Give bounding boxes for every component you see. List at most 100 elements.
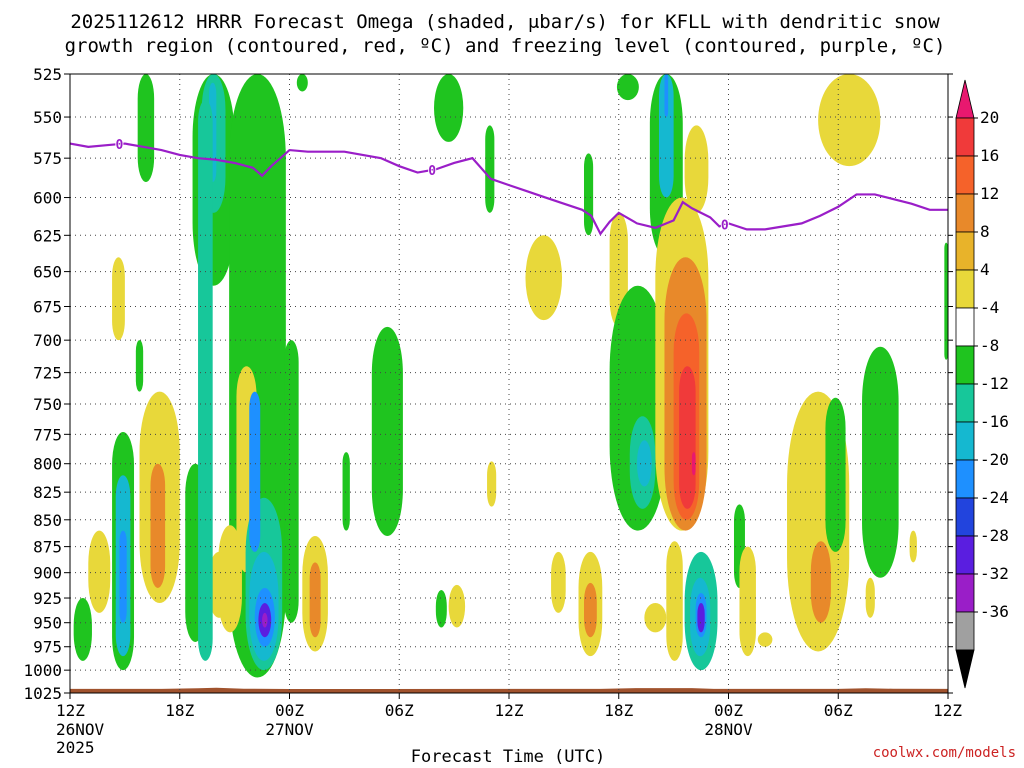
- omega-region-35: [309, 562, 321, 638]
- y-tick-label: 975: [33, 638, 62, 657]
- x-tick-label: 12Z: [933, 701, 962, 720]
- omega-region-32: [198, 100, 213, 661]
- ground-terrain: [70, 687, 948, 693]
- colorbar-swatch: [955, 155, 975, 195]
- colorbar: 20 16 12 8 4 -4 -8 -12 -16 -20 -24 -28 -32 -36: [955, 79, 1009, 689]
- y-tick-label: 600: [33, 189, 62, 208]
- omega-region-63: [739, 546, 756, 657]
- x-tick-label: 18Z: [165, 701, 194, 720]
- colorbar-swatch: [955, 573, 975, 613]
- omega-region-44: [583, 582, 597, 638]
- x-axis-label: Forecast Time (UTC): [411, 747, 605, 767]
- credit-label: coolwx.com/models: [873, 745, 1016, 761]
- freezing-level-line: [69, 142, 948, 236]
- omega-region-67: [825, 397, 846, 552]
- omega-region-42: [551, 551, 566, 613]
- colorbar-label: -36: [980, 602, 1009, 621]
- x-tick-label: 12Z: [56, 701, 85, 720]
- y-tick-label: 875: [33, 538, 62, 557]
- omega-region-56: [684, 125, 709, 213]
- omega-region-0: [137, 74, 155, 182]
- y-tick-label: 775: [33, 425, 62, 444]
- x-tick-date: 28NOV: [704, 720, 753, 739]
- y-axis-ticks: 525 550 575 600 625 650 675 700 725 750 775 800 825 8…: [23, 65, 953, 703]
- colorbar-swatch: [955, 383, 975, 423]
- omega-region-54: [679, 366, 696, 509]
- y-tick-label: 925: [33, 589, 62, 608]
- x-tick-label: 06Z: [385, 701, 414, 720]
- colorbar-swatch: [955, 307, 975, 347]
- omega-region-41: [487, 461, 497, 507]
- omega-region-71: [944, 242, 948, 360]
- colorbar-swatch: [955, 459, 975, 499]
- omega-region-70: [909, 530, 917, 563]
- freezing-level-contour: 0 0 0: [69, 137, 948, 236]
- freezing-level-label: 0: [428, 164, 436, 179]
- colorbar-label: 12: [980, 184, 999, 203]
- omega-region-68: [862, 346, 899, 578]
- omega-region-31: [249, 391, 261, 552]
- omega-shading: [73, 74, 948, 678]
- colorbar-label: -20: [980, 450, 1009, 469]
- colorbar-swatch: [955, 231, 975, 271]
- colorbar-label: -32: [980, 564, 1009, 583]
- y-tick-label: 900: [33, 564, 62, 583]
- omega-region-14: [135, 340, 144, 392]
- omega-region-12: [818, 74, 881, 167]
- y-tick-label: 725: [33, 364, 62, 383]
- omega-region-7: [485, 125, 495, 213]
- y-tick-label: 525: [33, 65, 62, 84]
- omega-region-20: [150, 463, 166, 588]
- x-tick-label: 00Z: [714, 701, 743, 720]
- omega-region-49: [637, 440, 652, 487]
- colorbar-swatch: [955, 497, 975, 537]
- omega-region-50: [644, 603, 667, 633]
- omega-region-38: [435, 589, 447, 628]
- omega-region-21: [73, 598, 92, 661]
- freezing-level-label: 0: [115, 138, 123, 153]
- y-tick-label: 700: [33, 331, 62, 350]
- colorbar-label: 4: [980, 260, 990, 279]
- colorbar-swatch: [955, 421, 975, 461]
- colorbar-label: -12: [980, 374, 1009, 393]
- x-tick-year: 2025: [56, 738, 95, 757]
- freezing-level-label-bg: [428, 162, 437, 176]
- colorbar-label: 20: [980, 108, 999, 127]
- y-tick-label: 625: [33, 226, 62, 245]
- colorbar-swatch: [955, 611, 975, 651]
- chart-title-line2: growth region (contoured, red, ºC) and f…: [65, 35, 946, 57]
- y-tick-label: 1000: [23, 661, 62, 680]
- x-tick-date: 26NOV: [56, 720, 105, 739]
- omega-region-6: [434, 74, 464, 142]
- y-tick-label: 550: [33, 108, 62, 127]
- colorbar-swatch: [955, 269, 975, 309]
- omega-region-25: [218, 525, 242, 633]
- omega-region-57: [666, 541, 683, 661]
- freezing-level-label-bg: [720, 217, 729, 231]
- colorbar-swatch: [955, 535, 975, 575]
- omega-region-18: [88, 530, 111, 613]
- colorbar-swatch: [955, 117, 975, 157]
- omega-region-11: [616, 74, 639, 101]
- x-tick-label: 06Z: [824, 701, 853, 720]
- omega-region-30: [262, 612, 268, 628]
- omega-region-46: [583, 153, 594, 236]
- omega-region-13: [112, 257, 125, 341]
- colorbar-label: -28: [980, 526, 1009, 545]
- omega-region-64: [757, 632, 773, 647]
- colorbar-label: -24: [980, 488, 1009, 507]
- omega-region-17: [119, 530, 127, 623]
- x-tick-label: 12Z: [495, 701, 524, 720]
- y-tick-label: 950: [33, 614, 62, 633]
- y-tick-label: 800: [33, 455, 62, 474]
- x-tick-date: 27NOV: [265, 720, 314, 739]
- omega-region-40: [525, 235, 563, 321]
- y-tick-label: 750: [33, 395, 62, 414]
- omega-region-36: [342, 452, 350, 531]
- omega-region-61: [697, 603, 705, 633]
- freezing-level-label-bg: [115, 137, 124, 151]
- colorbar-top-triangle: [955, 79, 975, 119]
- omega-region-9: [658, 74, 674, 198]
- omega-region-66: [810, 541, 831, 623]
- colorbar-label: -8: [980, 336, 999, 355]
